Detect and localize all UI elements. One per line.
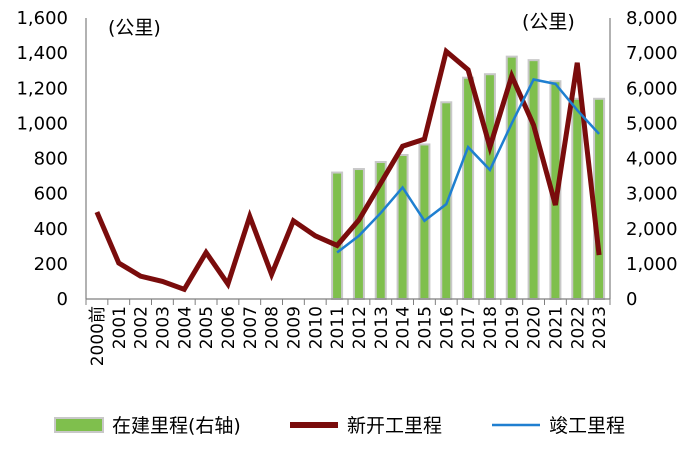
line-completed — [336, 78, 601, 254]
left-axis-unit: (公里) — [108, 17, 161, 39]
x-tick-label: 2012 — [350, 306, 370, 349]
line-series — [94, 46, 602, 293]
legend-label-in-construction: 在建里程(右轴) — [112, 415, 241, 437]
legend: 在建里程(右轴) 新开工里程 竣工里程 — [54, 415, 625, 437]
x-tick-label: 2014 — [394, 306, 414, 349]
x-tick-labels: 2000前 2001 2002 2003 2004 2005 2006 2007 2008 200… — [88, 306, 610, 366]
bar-in-construction — [396, 153, 409, 300]
x-tick-label: 2003 — [153, 306, 173, 349]
legend-item-new-starts: 新开工里程 — [290, 415, 442, 437]
right-y-ticks: 0 1,000 2,000 3,000 4,000 5,000 6,000 7,000 8,00… — [626, 8, 678, 310]
legend-label-completed: 竣工里程 — [549, 415, 625, 437]
left-y-tick-label: 1,200 — [16, 78, 68, 99]
x-tick-label: 2022 — [568, 306, 588, 349]
x-tick-label: 2006 — [219, 306, 239, 349]
right-y-tick-label: 5,000 — [626, 113, 678, 134]
legend-swatch-bar — [54, 417, 104, 433]
right-y-tick-label: 8,000 — [626, 8, 678, 29]
bar-in-construction — [571, 97, 584, 300]
legend-label-new-starts: 新开工里程 — [347, 415, 442, 437]
x-tick-label: 2009 — [284, 306, 304, 349]
bar-in-construction — [440, 101, 453, 300]
bar-in-construction — [527, 59, 540, 301]
right-y-tick-label: 3,000 — [626, 184, 678, 205]
right-y-tick-label: 1,000 — [626, 254, 678, 275]
right-y-tick-label: 2,000 — [626, 219, 678, 240]
x-tick-label: 2005 — [197, 306, 217, 349]
x-tick-label: 2013 — [372, 306, 392, 349]
x-tick-label: 2002 — [132, 306, 152, 349]
x-tick-label: 2008 — [263, 306, 283, 349]
x-tick-label: 2010 — [306, 306, 326, 349]
left-y-tick-label: 600 — [34, 184, 68, 205]
left-y-tick-label: 1,400 — [16, 43, 68, 64]
x-tick-label: 2007 — [241, 306, 261, 349]
left-y-tick-label: 800 — [34, 149, 68, 170]
left-y-tick-label: 400 — [34, 219, 68, 240]
left-y-ticks: 0 200 400 600 800 1,000 1,200 1,400 1,600 — [16, 8, 68, 310]
bar-in-construction — [462, 76, 475, 301]
right-y-tick-label: 4,000 — [626, 149, 678, 170]
x-tick-label: 2021 — [546, 306, 566, 349]
left-y-tick-label: 1,600 — [16, 8, 68, 29]
x-tick-label: 2004 — [175, 306, 195, 349]
x-tick-label: 2020 — [525, 306, 545, 349]
x-tick-label: 2000前 — [88, 306, 108, 366]
bar-in-construction — [483, 73, 496, 300]
x-tick-label: 2018 — [481, 306, 501, 349]
right-y-tick-label: 0 — [626, 289, 637, 310]
x-tick-label: 2001 — [110, 306, 130, 349]
line-new-starts — [94, 46, 602, 293]
right-y-tick-label: 7,000 — [626, 43, 678, 64]
left-y-tick-label: 200 — [34, 254, 68, 275]
x-tick-label: 2023 — [590, 306, 610, 349]
bar-in-construction — [331, 171, 344, 300]
legend-item-in-construction: 在建里程(右轴) — [54, 415, 241, 437]
x-tick-label: 2017 — [459, 306, 479, 349]
right-axis-unit: (公里) — [522, 11, 575, 33]
x-tick-label: 2015 — [415, 306, 435, 349]
x-tick-marks — [85, 299, 611, 305]
x-tick-label: 2016 — [437, 306, 457, 349]
left-y-tick-label: 1,000 — [16, 113, 68, 134]
x-tick-label: 2019 — [503, 306, 523, 349]
legend-item-completed: 竣工里程 — [492, 415, 625, 437]
right-y-tick-label: 6,000 — [626, 78, 678, 99]
x-tick-label: 2011 — [328, 306, 348, 349]
left-y-tick-label: 0 — [57, 289, 68, 310]
